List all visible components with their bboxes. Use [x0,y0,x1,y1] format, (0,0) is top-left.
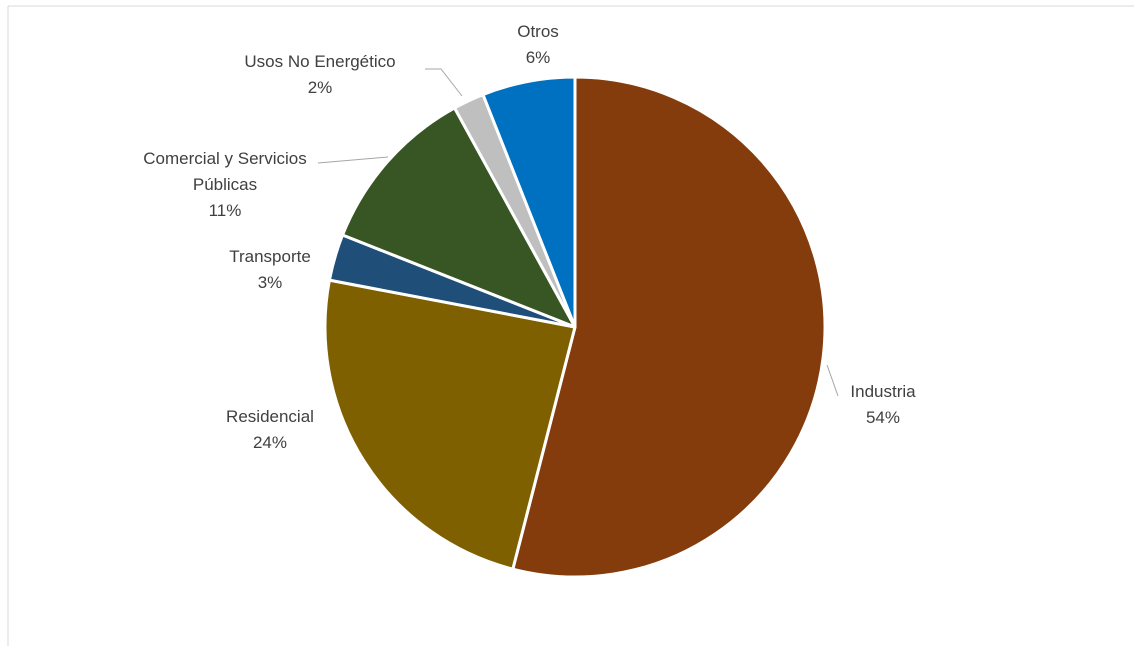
category-label: Usos No Energético [244,52,396,71]
value-label: 54% [865,408,901,427]
pie-slice [481,75,577,329]
pie-slice [323,278,577,571]
category-label: Comercial y Servicios Públicas [143,149,307,194]
category-label: Industria [850,382,916,401]
leader-line [826,364,839,397]
category-label: Residencial [226,407,314,426]
pie-slice [511,75,827,579]
pie-slice [341,106,577,329]
leader-line [425,68,463,97]
category-label: Otros [517,22,559,41]
leader-line [317,156,389,164]
data-label: Industria 54% [850,379,915,431]
category-label: Transporte [229,247,311,266]
value-label: 24% [252,433,288,452]
value-label: 6% [525,48,551,67]
data-label: Otros 6% [517,19,559,71]
value-label: 2% [307,78,333,97]
value-label: 11% [208,201,242,220]
data-label: Comercial y Servicios Públicas 11% [115,146,335,224]
data-label: Residencial 24% [226,404,314,456]
value-label: 3% [257,273,283,292]
data-label: Transporte 3% [229,244,311,296]
data-label: Usos No Energético 2% [244,49,395,101]
